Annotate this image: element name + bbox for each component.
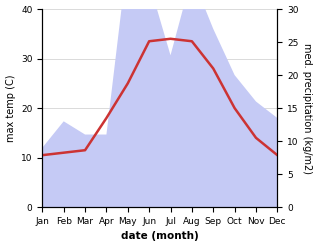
X-axis label: date (month): date (month) [121, 231, 199, 242]
Y-axis label: max temp (C): max temp (C) [5, 74, 16, 142]
Y-axis label: med. precipitation (kg/m2): med. precipitation (kg/m2) [302, 43, 313, 174]
